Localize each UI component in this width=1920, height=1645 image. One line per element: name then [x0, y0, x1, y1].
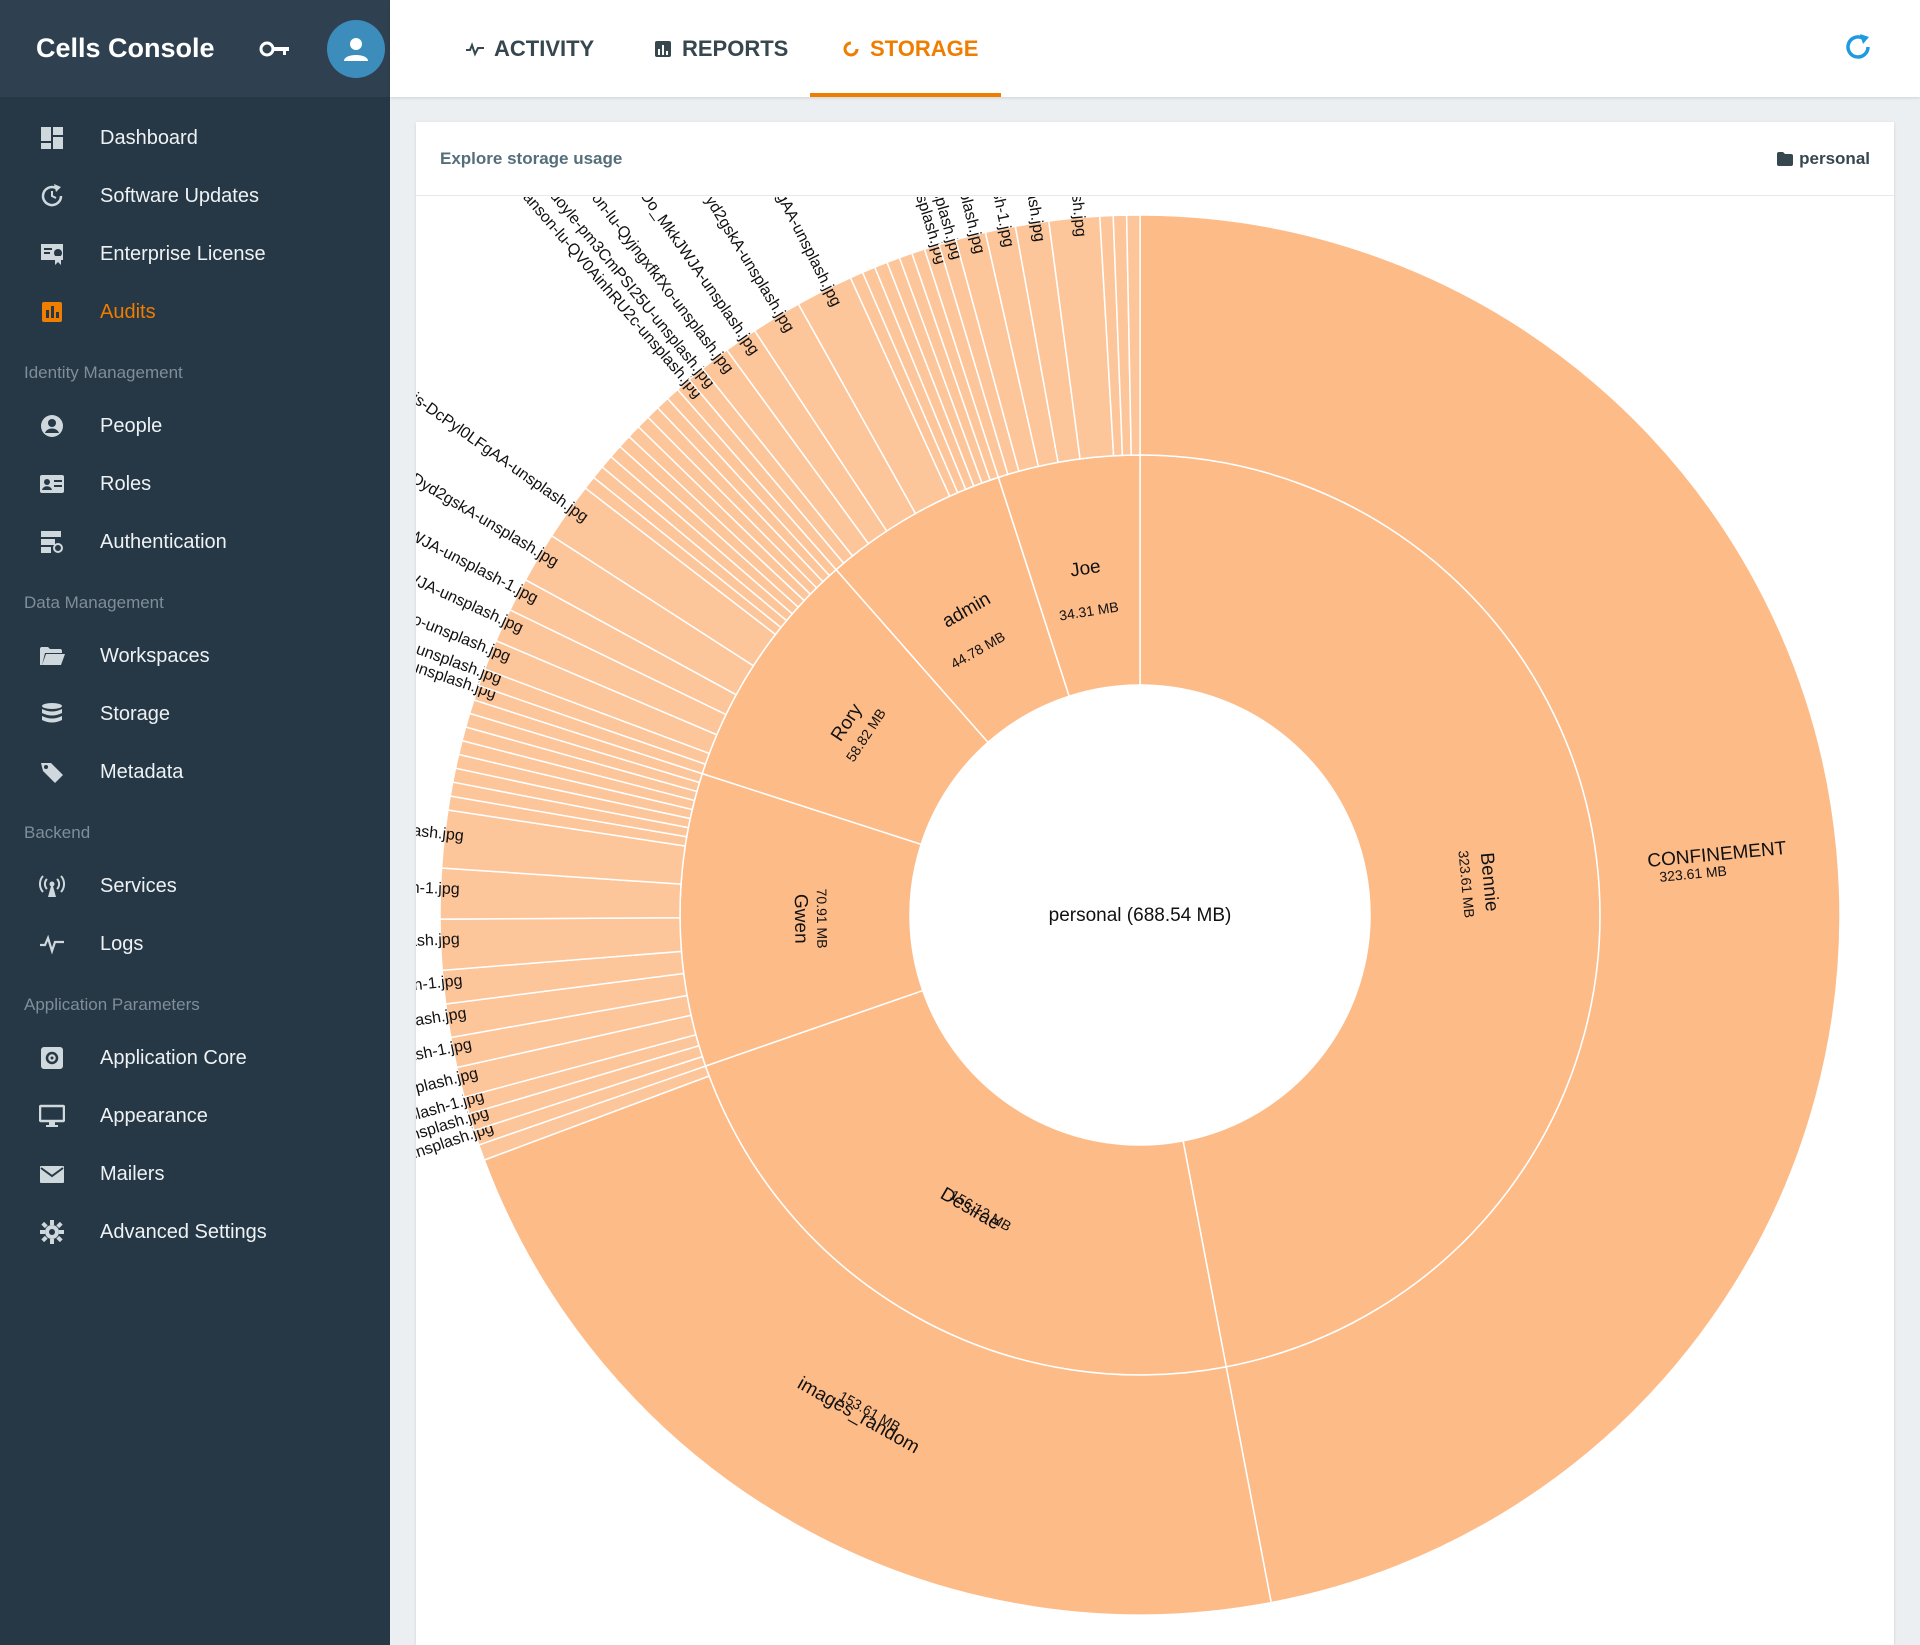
id-card-icon	[38, 470, 66, 498]
sidebar-item-workspaces[interactable]: Workspaces	[0, 627, 390, 685]
key-icon[interactable]	[259, 37, 293, 61]
sunburst-size-bennie: 323.61 MB	[1455, 850, 1477, 919]
nav-list: Workspaces Storage Metadata	[0, 627, 390, 801]
sunburst-label-joe: Joe	[1069, 556, 1103, 582]
pulse-icon	[466, 41, 484, 57]
tab-activity[interactable]: ACTIVITY	[466, 0, 594, 97]
sidebar-item-roles[interactable]: Roles	[0, 455, 390, 513]
mail-icon	[38, 1160, 66, 1188]
sunburst-slice-desirae-images-random[interactable]	[483, 1075, 1273, 1616]
tab-storage-label: STORAGE	[870, 35, 979, 61]
refresh-icon[interactable]	[1842, 31, 1874, 63]
gear-icon	[38, 1218, 66, 1246]
sidebar-item-label: Workspaces	[100, 644, 210, 667]
sidebar-item-appearance[interactable]: Appearance	[0, 1087, 390, 1145]
sidebar-item-label: Metadata	[100, 760, 184, 783]
sidebar-item-services[interactable]: Services	[0, 857, 390, 915]
tag-icon	[38, 758, 66, 786]
antenna-icon	[38, 872, 66, 900]
sidebar-item-software-updates[interactable]: Software Updates	[0, 167, 390, 225]
sidebar-item-metadata[interactable]: Metadata	[0, 743, 390, 801]
sidebar-item-label: Mailers	[100, 1162, 165, 1185]
sunburst-slice-bennie-confinement[interactable]	[1139, 214, 1841, 1604]
sunburst-size-confinement: 323.61 MB	[1659, 863, 1728, 885]
sidebar: Cells Console Dashboard Software Updates E…	[0, 0, 390, 1645]
user-avatar-button[interactable]	[326, 19, 385, 78]
sunburst-center-label: personal (688.54 MB)	[1049, 905, 1232, 926]
settings-box-icon	[38, 1044, 66, 1072]
dashboard-icon	[38, 124, 66, 152]
tab-activity-label: ACTIVITY	[494, 35, 595, 61]
sidebar-item-logs[interactable]: Logs	[0, 915, 390, 973]
sidebar-item-label: Audits	[100, 300, 156, 323]
license-icon	[38, 240, 66, 268]
breadcrumb[interactable]: personal	[1777, 149, 1870, 169]
person-icon	[38, 412, 66, 440]
folder-icon	[1777, 151, 1794, 166]
sidebar-item-application-core[interactable]: Application Core	[0, 1029, 390, 1087]
sidebar-item-storage[interactable]: Storage	[0, 685, 390, 743]
sidebar-header: Cells Console	[0, 0, 390, 97]
sidebar-item-label: Services	[100, 874, 177, 897]
nav-list: People Roles Authentication	[0, 397, 390, 571]
tab-storage[interactable]: STORAGE	[842, 0, 978, 97]
sidebar-item-dashboard[interactable]: Dashboard	[0, 109, 390, 167]
section-title-identity-management: Identity Management	[24, 363, 183, 382]
server-key-icon	[38, 528, 66, 556]
sidebar-item-label: People	[100, 414, 163, 437]
nav-list: Services Logs	[0, 857, 390, 973]
folder-open-icon	[38, 642, 66, 670]
sidebar-item-label: Application Core	[100, 1046, 247, 1069]
sidebar-item-audits[interactable]: Audits	[0, 283, 390, 341]
nav-list: Dashboard Software Updates Enterprise Lice…	[0, 109, 390, 341]
section-title-data-management: Data Management	[24, 593, 164, 612]
audit-chart-icon	[38, 298, 66, 326]
sunburst-chart-area: Bennie 323.61 MB Desirae 156.12 MB Gwen 70.91…	[416, 197, 1894, 1645]
monitor-icon	[38, 1102, 66, 1130]
sidebar-item-authentication[interactable]: Authentication	[0, 513, 390, 571]
storage-ring-icon	[843, 41, 859, 56]
sunburst-size-gwen: 70.91 MB	[814, 888, 831, 948]
nav-list: Application Core Appearance Mailers Advance…	[0, 1029, 390, 1261]
breadcrumb-label: personal	[1799, 148, 1870, 168]
sidebar-item-people[interactable]: People	[0, 397, 390, 455]
sidebar-item-mailers[interactable]: Mailers	[0, 1145, 390, 1203]
pulse-icon	[38, 930, 66, 958]
tab-reports-label: REPORTS	[682, 35, 789, 61]
app-title: Cells Console	[36, 33, 215, 63]
card-title: Explore storage usage	[440, 148, 623, 168]
sidebar-item-label: Authentication	[100, 530, 227, 553]
sidebar-item-label: Roles	[100, 472, 152, 495]
active-tab-indicator	[810, 93, 1001, 97]
sidebar-item-label: Enterprise License	[100, 242, 266, 265]
tab-reports[interactable]: REPORTS	[654, 0, 788, 97]
person-icon	[343, 37, 368, 61]
sidebar-item-enterprise-license[interactable]: Enterprise License	[0, 225, 390, 283]
sidebar-item-label: Software Updates	[100, 184, 259, 207]
storage-card: Explore storage usage personal Bennie 323…	[416, 122, 1894, 1645]
database-icon	[38, 700, 66, 728]
sunburst-file-label: patrick-robert-doyle-pm3CmPSI25U-unsplas…	[853, 197, 966, 262]
sidebar-item-label: Advanced Settings	[100, 1220, 267, 1243]
section-title-backend: Backend	[24, 823, 91, 842]
update-icon	[38, 182, 66, 210]
sidebar-item-label: Storage	[100, 702, 171, 725]
top-tab-bar: ACTIVITY REPORTS STORAGE	[390, 0, 1920, 97]
sidebar-item-label: Appearance	[100, 1104, 208, 1127]
sunburst-file-label: patrick-robert-doyle-pm3CmPSI25U-unsplas…	[416, 1104, 491, 1224]
report-icon	[655, 40, 671, 57]
sunburst-center[interactable]	[910, 685, 1370, 1145]
sidebar-item-label: Dashboard	[100, 126, 198, 149]
sunburst-label-gwen: Gwen	[790, 894, 812, 944]
sidebar-item-label: Logs	[100, 932, 144, 955]
card-header: Explore storage usage personal	[416, 122, 1894, 196]
sunburst-slice-small-file[interactable]	[1125, 214, 1141, 456]
sidebar-item-advanced-settings[interactable]: Advanced Settings	[0, 1203, 390, 1261]
sidebar-nav: Dashboard Software Updates Enterprise Lice…	[0, 97, 390, 1261]
section-title-application-parameters: Application Parameters	[24, 995, 200, 1014]
